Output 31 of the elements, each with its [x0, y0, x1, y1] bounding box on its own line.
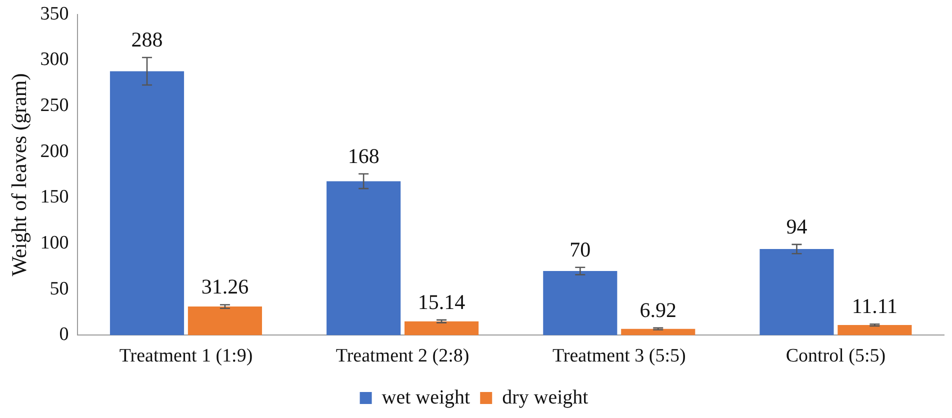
data-label: 70 — [570, 237, 591, 262]
data-label: 31.26 — [201, 274, 249, 299]
bar — [838, 325, 912, 336]
x-tick-label: Treatment 3 (5:5) — [552, 346, 686, 367]
y-tick-label: 150 — [40, 186, 69, 208]
y-tick-label: 0 — [59, 324, 69, 346]
y-tick-label: 200 — [40, 140, 69, 162]
data-label: 168 — [348, 144, 380, 168]
y-tick-label: 350 — [40, 3, 69, 24]
data-label: 94 — [786, 214, 808, 238]
legend-label: dry weight — [502, 386, 589, 408]
bar — [621, 328, 696, 336]
legend-label: wet weight — [382, 386, 471, 408]
bar — [188, 306, 262, 336]
x-tick-label: Control (5:5) — [786, 346, 886, 367]
bar — [760, 249, 834, 336]
y-tick-label: 300 — [40, 49, 69, 70]
y-tick-label: 50 — [50, 278, 69, 300]
y-axis-title: Weight of leaves (gram) — [7, 73, 32, 276]
bar — [543, 271, 618, 336]
data-label: 6.92 — [640, 298, 676, 322]
y-tick-label: 100 — [40, 232, 69, 254]
x-tick-label: Treatment 2 (2:8) — [336, 346, 470, 367]
data-label: 15.14 — [418, 290, 466, 314]
data-label: 288 — [131, 27, 163, 52]
data-label: 11.11 — [852, 294, 898, 318]
bar — [110, 71, 184, 336]
bar — [326, 181, 401, 336]
bar — [404, 321, 479, 336]
y-tick-label: 250 — [40, 95, 69, 116]
x-tick-label: Treatment 1 (1:9) — [119, 346, 253, 367]
